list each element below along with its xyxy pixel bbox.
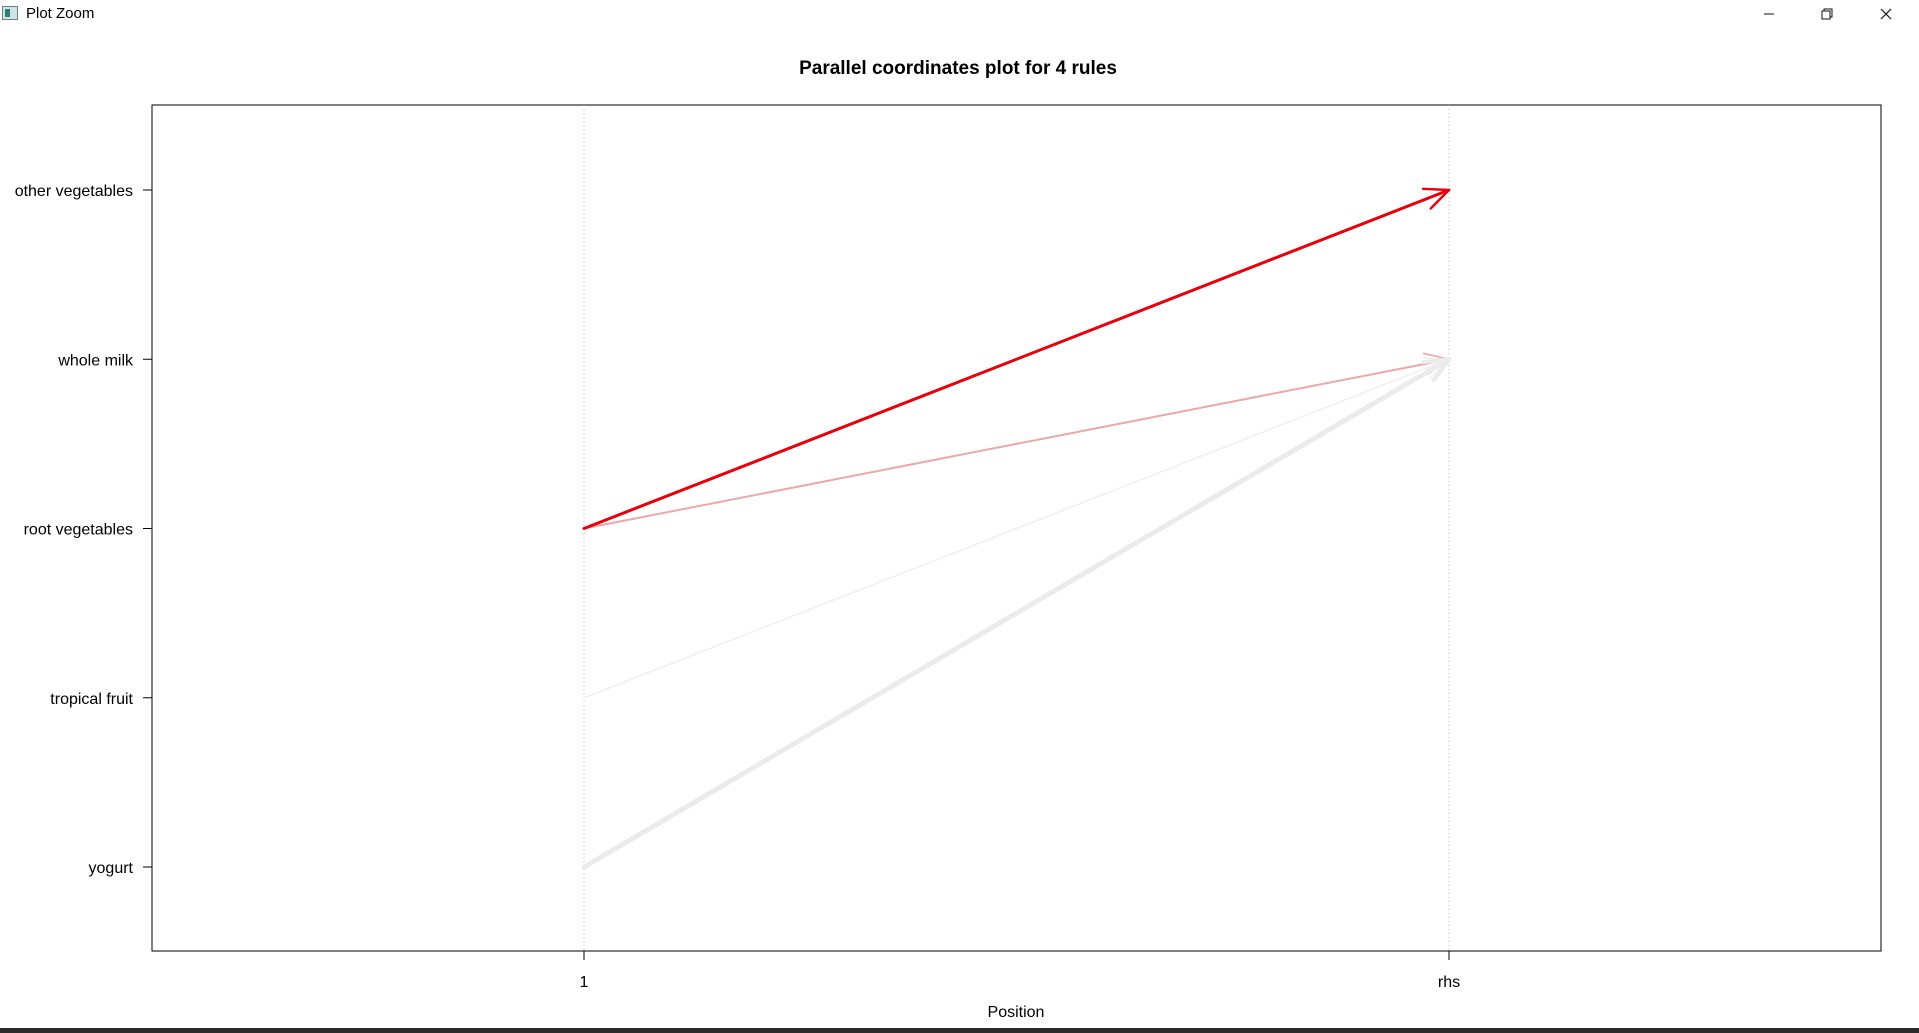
y-tick-label-tropical-fruit: tropical fruit xyxy=(50,691,133,708)
x-axis-label: Position xyxy=(988,1004,1045,1021)
rule-arrowhead xyxy=(1421,187,1451,210)
y-tick-label-root-vegetables: root vegetables xyxy=(24,522,133,539)
y-tick-label-yogurt: yogurt xyxy=(89,860,134,877)
window-titlebar: Plot Zoom xyxy=(0,0,1919,28)
x-axis: 1 rhs xyxy=(580,951,1460,991)
rule-arrowhead xyxy=(1421,357,1451,383)
x-tick-label-1: 1 xyxy=(580,974,589,991)
y-axis: yogurt tropical fruit root vegetables whole… xyxy=(15,183,152,877)
restore-button[interactable] xyxy=(1798,0,1856,28)
y-tick-label-whole-milk: whole milk xyxy=(57,352,134,369)
y-tick-label-other-vegetables: other vegetables xyxy=(15,183,133,200)
rule-line xyxy=(582,188,1451,530)
rule-line xyxy=(583,358,1450,530)
minimize-icon xyxy=(1764,13,1774,15)
rules-layer xyxy=(581,187,1452,870)
plot-window-icon xyxy=(2,6,18,20)
restore-icon xyxy=(1821,8,1833,20)
chart-title: Parallel coordinates plot for 4 rules xyxy=(799,58,1117,79)
close-icon xyxy=(1880,8,1892,20)
rule-1 xyxy=(582,187,1451,530)
x-tick-label-rhs: rhs xyxy=(1438,974,1460,991)
rule-4 xyxy=(581,356,1452,870)
rule-line xyxy=(581,356,1452,870)
window-title: Plot Zoom xyxy=(26,5,95,22)
minimize-button[interactable] xyxy=(1740,0,1798,28)
close-button[interactable] xyxy=(1857,0,1915,28)
taskbar-edge xyxy=(0,1028,1919,1033)
rule-3 xyxy=(583,357,1450,699)
grid-layer xyxy=(583,105,1450,951)
rule-line xyxy=(583,358,1450,699)
rule-2 xyxy=(583,352,1450,530)
